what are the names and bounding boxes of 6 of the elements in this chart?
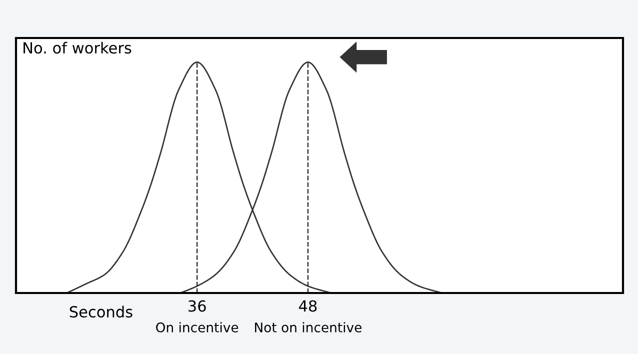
x-axis-title: Seconds (70, 306, 132, 318)
y-axis-title: No. of workers (24, 42, 132, 54)
annotation: Not on incentive (255, 322, 362, 332)
x-tick-label: 48 (298, 300, 317, 312)
annotation: On incentive (156, 322, 238, 332)
x-tick-label: 36 (188, 300, 206, 312)
